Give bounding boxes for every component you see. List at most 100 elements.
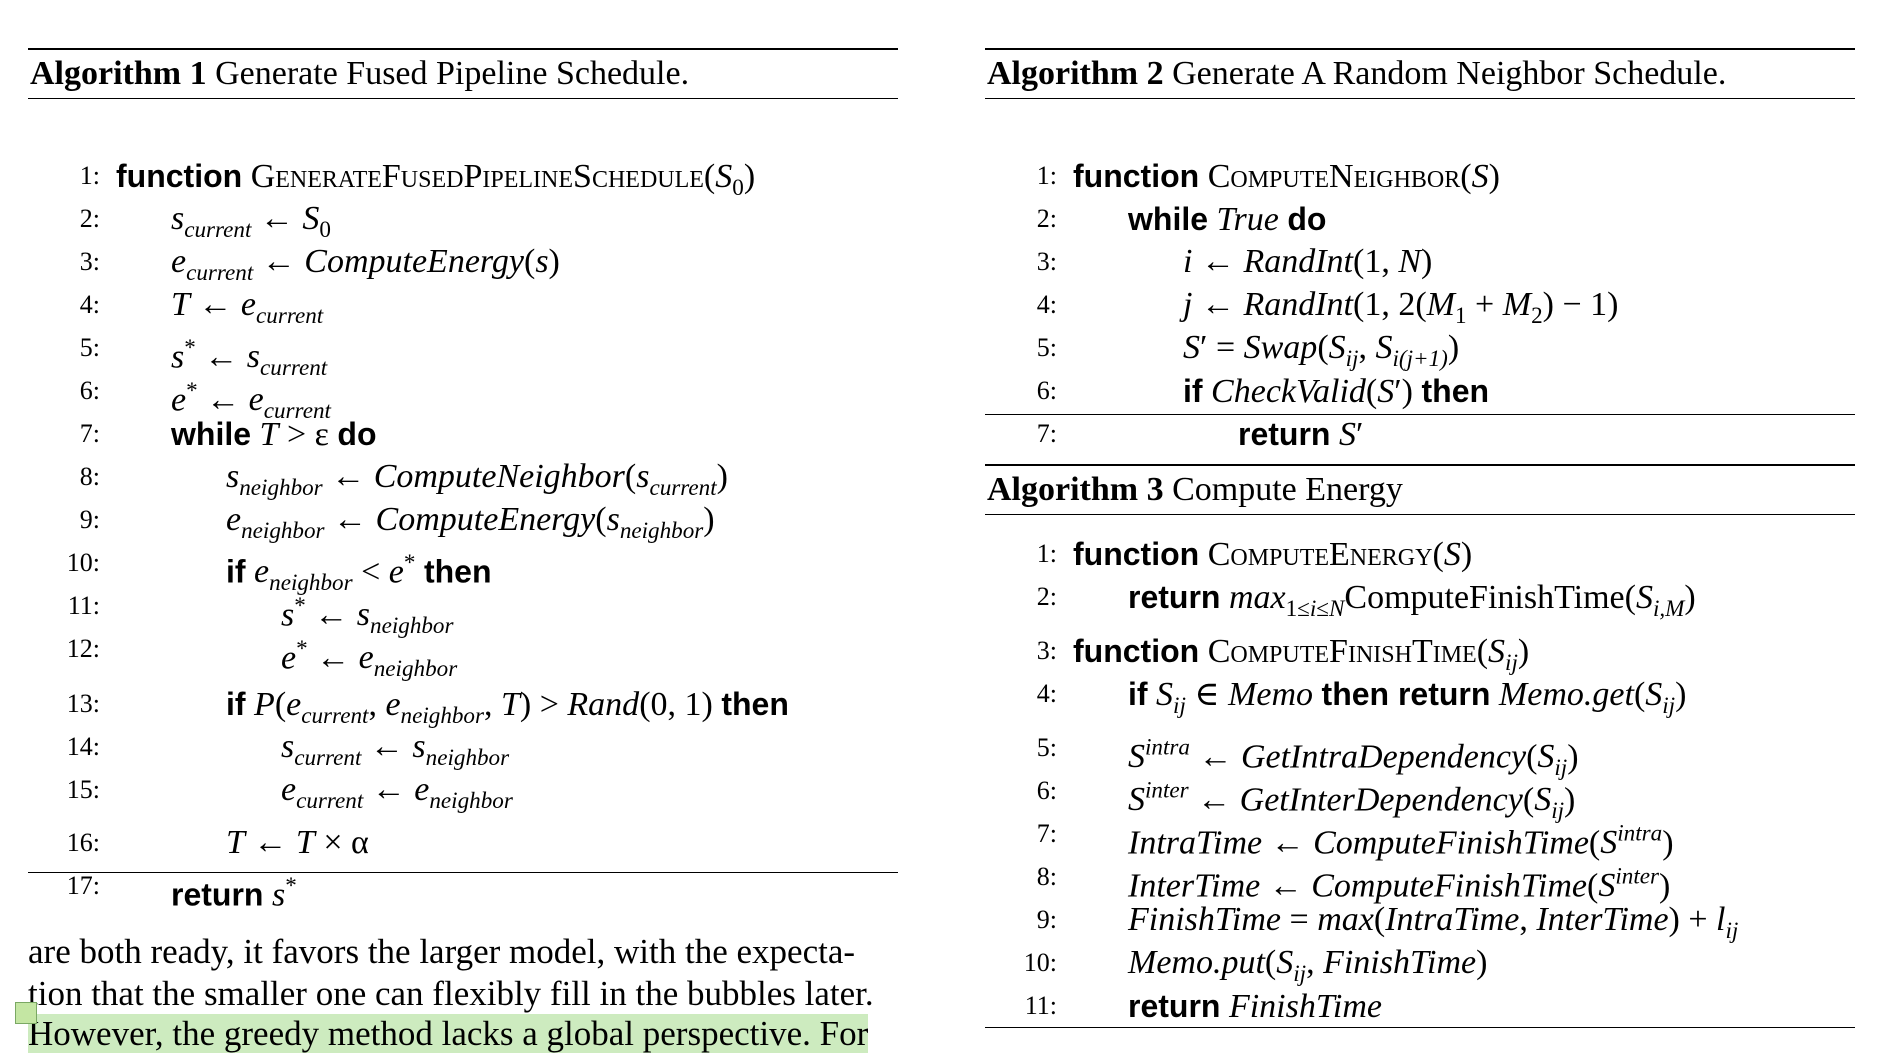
code-text: if eneighbor < e* then — [226, 550, 492, 597]
algorithm-line: 9: eneighbor ← ComputeEnergy(sneighbor) — [28, 500, 898, 544]
code-text: return FinishTime — [1128, 988, 1382, 1025]
line-number: 5: — [1036, 733, 1057, 762]
algorithm-label: Algorithm 3 — [987, 471, 1164, 508]
line-number: 2: — [1036, 204, 1057, 233]
code-text: return s* — [171, 873, 297, 914]
code-text: sneighbor ← ComputeNeighbor(scurrent) — [226, 458, 728, 501]
line-number: 14: — [66, 732, 100, 761]
algorithm-line: 16: T ← T × α — [28, 823, 898, 863]
algorithm-line: 11: return FinishTime — [985, 986, 1855, 1026]
algorithm-line: 7: return S′ — [985, 414, 1855, 454]
code-text: e* ← eneighbor — [281, 636, 458, 683]
algorithm-line: 15: ecurrent ← eneighbor — [28, 770, 898, 814]
code-text: IntraTime ← ComputeFinishTime(Sintra) — [1128, 821, 1674, 862]
line-number: 5: — [1036, 333, 1057, 362]
code-text: function ComputeNeighbor(S) — [1073, 158, 1500, 195]
line-number: 4: — [79, 290, 100, 319]
algorithm-line: 7: IntraTime ← ComputeFinishTime(Sintra) — [985, 814, 1855, 861]
algorithm-line: 2: while True do — [985, 199, 1855, 239]
algorithm-line: 5: s* ← scurrent — [28, 328, 898, 381]
code-text: while True do — [1128, 201, 1327, 238]
line-number: 1: — [79, 161, 100, 190]
code-text: if CheckValid(S′) then — [1183, 373, 1490, 410]
algorithm-line: 5: Sintra ← GetIntraDependency(Sij) — [985, 728, 1855, 781]
line-number: 6: — [79, 376, 100, 405]
line-number: 15: — [66, 775, 100, 804]
line-number: 10: — [1023, 948, 1057, 977]
code-text: s* ← sneighbor — [281, 593, 454, 640]
code-text: T ← T × α — [226, 824, 369, 861]
code-text: ecurrent ← ComputeEnergy(s) — [171, 243, 560, 286]
line-number: 3: — [1036, 636, 1057, 665]
code-text: scurrent ← S0 — [171, 200, 331, 243]
code-text: scurrent ← sneighbor — [281, 728, 510, 771]
line-number: 17: — [66, 871, 100, 900]
code-text: S′ = Swap(Sij, Si(j+1)) — [1183, 329, 1460, 372]
line-number: 6: — [1036, 376, 1057, 405]
algorithm-line: 10: Memo.put(Sij, FinishTime) — [985, 943, 1855, 987]
paragraph-line-1: are both ready, it favors the larger mod… — [28, 932, 856, 971]
line-number: 8: — [1036, 862, 1057, 891]
algorithm-2: Algorithm 2 Generate A Random Neighbor S… — [985, 48, 1855, 453]
code-text: return max1≤i≤NComputeFinishTime(Si,M) — [1128, 579, 1696, 622]
line-number: 3: — [79, 247, 100, 276]
top-rule — [28, 48, 898, 50]
mid-rule — [28, 98, 898, 99]
line-number: 11: — [1024, 991, 1057, 1020]
algorithm-line: 5: S′ = Swap(Sij, Si(j+1)) — [985, 328, 1855, 372]
code-text: eneighbor ← ComputeEnergy(sneighbor) — [226, 501, 715, 544]
line-number: 2: — [1036, 582, 1057, 611]
code-text: s* ← scurrent — [171, 335, 328, 382]
line-number: 12: — [66, 634, 100, 663]
algorithm-line: 3: ecurrent ← ComputeEnergy(s) — [28, 242, 898, 286]
annotation-note-icon[interactable] — [15, 1002, 37, 1024]
algorithm-line: 4: if Sij ∈ Memo then return Memo.get(Sij… — [985, 674, 1855, 719]
line-number: 2: — [79, 204, 100, 233]
code-text: function ComputeEnergy(S) — [1073, 536, 1473, 573]
algorithm-line: 8: InterTime ← ComputeFinishTime(Sinter) — [985, 857, 1855, 904]
code-text: i ← RandInt(1, N) — [1183, 243, 1433, 280]
algorithm-3-header: Algorithm 3 Compute Energy — [985, 466, 1855, 514]
algorithm-label: Algorithm 2 — [987, 55, 1164, 92]
bottom-rule — [985, 1027, 1855, 1028]
algorithm-line: 6: e* ← ecurrent — [28, 371, 898, 424]
top-rule — [985, 464, 1855, 466]
line-number: 6: — [1036, 776, 1057, 805]
code-text: e* ← ecurrent — [171, 378, 331, 425]
algorithm-1: Algorithm 1 Generate Fused Pipeline Sche… — [28, 48, 898, 913]
line-number: 13: — [66, 689, 100, 718]
code-text: FinishTime = max(IntraTime, InterTime) +… — [1128, 901, 1739, 944]
line-number: 4: — [1036, 679, 1057, 708]
code-text: if Sij ∈ Memo then return Memo.get(Sij) — [1128, 676, 1687, 719]
line-number: 1: — [1036, 539, 1057, 568]
algorithm-label: Algorithm 1 — [30, 55, 207, 92]
code-text: InterTime ← ComputeFinishTime(Sinter) — [1128, 864, 1671, 905]
code-text: function GenerateFusedPipelineSchedule(S… — [116, 158, 756, 201]
bottom-rule — [985, 414, 1855, 415]
top-rule — [985, 48, 1855, 50]
line-number: 7: — [1036, 819, 1057, 848]
algorithm-line: 9: FinishTime = max(IntraTime, InterTime)… — [985, 900, 1855, 944]
line-number: 4: — [1036, 290, 1057, 319]
code-text: Sintra ← GetIntraDependency(Sij) — [1128, 735, 1579, 782]
algorithm-title: Generate A Random Neighbor Schedule. — [1172, 55, 1727, 92]
algorithm-2-header: Algorithm 2 Generate A Random Neighbor S… — [985, 50, 1855, 98]
line-number: 7: — [1036, 419, 1057, 448]
code-text: if P(ecurrent, eneighbor, T) > Rand(0, 1… — [226, 686, 789, 729]
mid-rule — [985, 514, 1855, 515]
algorithm-line: 3: i ← RandInt(1, N) — [985, 242, 1855, 282]
highlighted-text: However, the greedy method lacks a globa… — [28, 1014, 869, 1053]
algorithm-line: 12: e* ← eneighbor — [28, 629, 898, 682]
algorithm-line: 10: if eneighbor < e* then — [28, 543, 898, 596]
algorithm-line: 17: return s* — [28, 866, 898, 913]
line-number: 9: — [1036, 905, 1057, 934]
algorithm-line: 7: while T > ε do — [28, 414, 898, 454]
code-text: j ← RandInt(1, 2(M1 + M2) − 1) — [1183, 286, 1619, 329]
algorithm-line: 1: function ComputeEnergy(S) — [985, 534, 1855, 574]
code-text: return S′ — [1238, 416, 1364, 453]
algorithm-line: 6: if CheckValid(S′) then — [985, 371, 1855, 411]
code-text: while T > ε do — [171, 416, 377, 453]
mid-rule — [985, 98, 1855, 99]
algorithm-line: 4: j ← RandInt(1, 2(M1 + M2) − 1) — [985, 285, 1855, 329]
algorithm-line: 11: s* ← sneighbor — [28, 586, 898, 639]
